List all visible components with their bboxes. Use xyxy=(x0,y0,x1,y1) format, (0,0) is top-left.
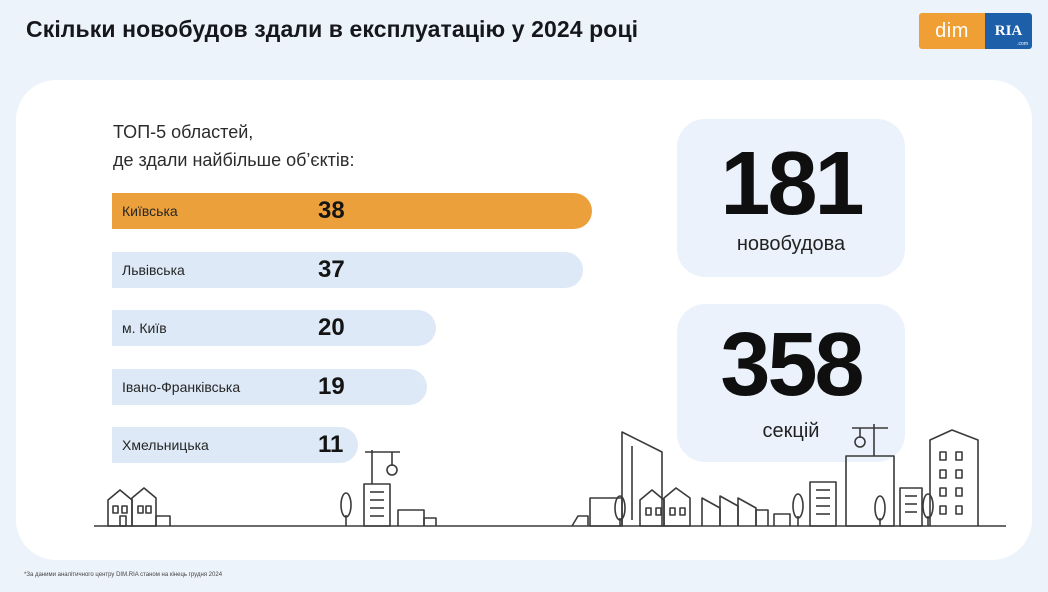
dim-ria-logo: dim RIA .com xyxy=(919,13,1032,49)
stat-buildings-value: 181 xyxy=(720,134,864,234)
bar-label: Київська xyxy=(122,203,178,219)
logo-ria: RIA .com xyxy=(985,13,1032,49)
crane-icon xyxy=(845,424,923,527)
crane-icon xyxy=(365,450,400,484)
bar-value: 38 xyxy=(318,197,345,224)
bar-value: 37 xyxy=(318,255,345,283)
right-cityscape-icon xyxy=(571,431,837,527)
bar-3: м. Київ 20 xyxy=(112,310,436,346)
subtitle-line-1: ТОП-5 областей, xyxy=(113,122,254,142)
bar-label: Івано-Франківська xyxy=(122,378,241,395)
bar-4: Івано-Франківська 19 xyxy=(112,368,427,405)
bar-2: Львівська 37 xyxy=(112,251,584,288)
chart-subtitle: ТОП-5 областей, де здали найбільше об’єк… xyxy=(113,118,354,174)
logo-ria-sub: .com xyxy=(1017,41,1028,47)
bar-label: м. Київ xyxy=(122,320,167,336)
building-icon xyxy=(363,483,391,527)
page-title: Скільки новобудов здали в експлуатацію у… xyxy=(26,16,639,42)
stat-box-buildings: 181 новобудова xyxy=(677,119,905,277)
bar-value: 11 xyxy=(318,431,344,458)
stat-sections-label: секцій xyxy=(762,420,820,442)
stat-sections-value: 358 xyxy=(720,315,864,415)
low-building-icon xyxy=(397,509,437,526)
footnote: *За даними аналітичного центру DIM.RIA с… xyxy=(24,572,223,578)
tree-icon xyxy=(340,492,352,526)
bar-5: Хмельницька 11 xyxy=(112,427,358,463)
logo-dim: dim xyxy=(919,13,985,49)
subtitle-line-2: де здали найбільше об’єктів: xyxy=(113,150,355,170)
logo-ria-text: RIA xyxy=(994,22,1023,39)
bar-value: 19 xyxy=(318,372,345,400)
bar-label: Львівська xyxy=(122,261,185,278)
tree-icon xyxy=(614,493,934,526)
bar-1: Київська 38 xyxy=(112,193,592,229)
tower-building-icon xyxy=(929,429,979,526)
stat-box-sections: 358 секцій xyxy=(677,304,905,462)
bar-label: Хмельницька xyxy=(122,437,209,453)
left-houses-icon xyxy=(107,487,171,527)
stat-buildings-label: новобудова xyxy=(736,233,846,255)
bar-value: 20 xyxy=(318,314,345,341)
